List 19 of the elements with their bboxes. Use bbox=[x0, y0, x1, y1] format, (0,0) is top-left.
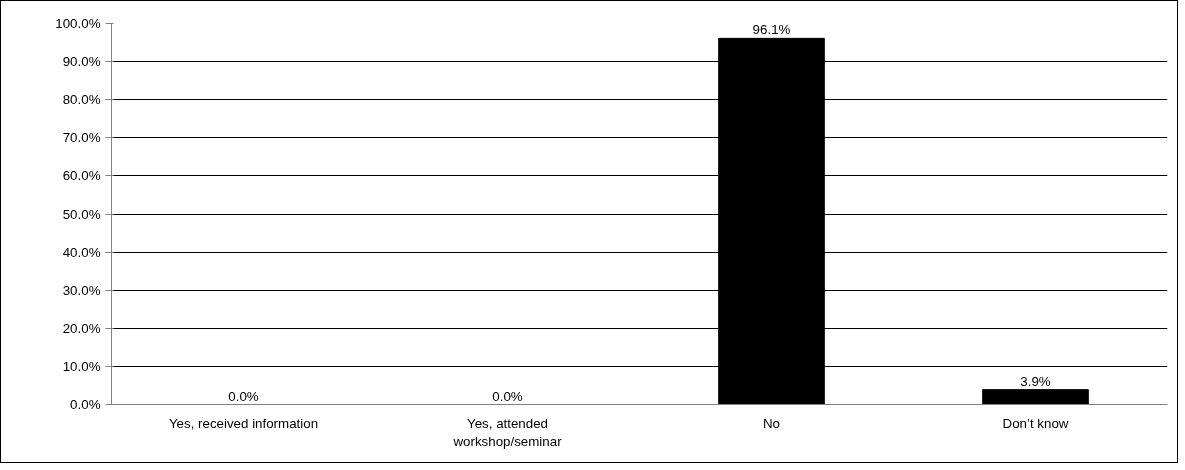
y-tick-label: 70.0% bbox=[62, 130, 101, 146]
data-label: 0.0% bbox=[492, 388, 523, 404]
y-tick-label: 20.0% bbox=[62, 320, 101, 336]
x-tick-label: Yes, attended workshop/seminar bbox=[452, 415, 563, 449]
y-tick-label: 60.0% bbox=[62, 168, 101, 184]
x-tick-label: Yes, received information bbox=[168, 415, 319, 431]
y-tick-label: 30.0% bbox=[62, 282, 101, 298]
y-tick-label: 10.0% bbox=[62, 358, 101, 374]
y-tick-label: 80.0% bbox=[62, 92, 101, 108]
y-tick-label: 40.0% bbox=[62, 244, 101, 260]
y-tick-label: 90.0% bbox=[62, 54, 101, 70]
x-tick-label: No bbox=[762, 415, 781, 431]
data-label: 3.9% bbox=[1020, 373, 1051, 389]
data-label: 96.1% bbox=[752, 22, 791, 38]
y-tick-label: 0.0% bbox=[70, 397, 101, 412]
data-label: 0.0% bbox=[228, 388, 259, 404]
x-tick-label: Don’t know bbox=[1002, 415, 1069, 431]
y-tick-label: 100.0% bbox=[55, 16, 101, 31]
y-tick-label: 50.0% bbox=[62, 206, 101, 222]
